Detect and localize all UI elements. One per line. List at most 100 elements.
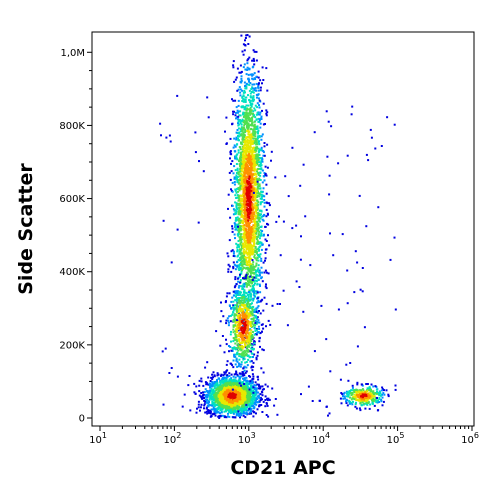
event-dot	[242, 284, 245, 287]
event-dot	[237, 258, 240, 261]
event-dot	[247, 391, 250, 394]
event-dot	[245, 185, 248, 188]
event-dot	[256, 196, 259, 198]
event-dot	[213, 387, 216, 390]
event-dot	[255, 143, 258, 146]
event-dot	[232, 208, 235, 211]
event-dot	[235, 138, 238, 141]
event-dot	[235, 386, 238, 388]
event-dot	[252, 415, 255, 418]
event-dot	[249, 184, 252, 187]
event-dot	[254, 271, 257, 274]
event-dot	[264, 238, 267, 241]
event-dot	[198, 390, 201, 393]
event-dot	[247, 104, 250, 107]
event-dot	[244, 218, 247, 220]
event-dot	[216, 374, 219, 377]
event-dot	[234, 376, 237, 379]
event-dot	[242, 147, 245, 150]
event-dot	[235, 203, 238, 206]
event-dot	[246, 59, 249, 62]
event-dot	[237, 375, 240, 378]
event-dot	[256, 383, 259, 386]
event-dot	[246, 385, 249, 388]
event-dot	[263, 205, 266, 208]
event-dot	[245, 376, 248, 379]
event-dot	[238, 206, 241, 209]
event-dot	[256, 143, 259, 146]
event-dot	[263, 201, 266, 204]
event-dot	[236, 408, 239, 411]
event-dot	[223, 373, 226, 376]
event-dot	[241, 392, 243, 394]
event-dot	[212, 398, 215, 401]
event-dot	[262, 187, 265, 190]
event-dot	[227, 407, 230, 410]
event-dot	[253, 142, 255, 145]
event-dot	[250, 191, 253, 194]
event-dot	[256, 391, 259, 394]
event-dot	[238, 222, 241, 224]
event-dot	[216, 383, 219, 385]
event-dot	[246, 190, 249, 193]
event-dot	[251, 216, 253, 219]
event-dot	[252, 235, 255, 238]
event-dot	[256, 317, 259, 320]
event-dot	[244, 398, 247, 401]
event-dot	[243, 262, 246, 265]
event-dot	[260, 193, 263, 196]
event-dot	[259, 203, 262, 206]
event-dot	[226, 415, 229, 418]
event-dot	[270, 159, 272, 162]
event-dot	[251, 230, 254, 233]
event-dot	[250, 180, 253, 183]
event-dot	[252, 168, 255, 171]
event-dot	[236, 413, 239, 416]
event-dot	[248, 259, 251, 262]
event-dot	[244, 277, 247, 280]
event-dot	[243, 307, 246, 309]
event-dot	[226, 292, 229, 295]
event-dot	[254, 137, 257, 140]
event-dot	[219, 379, 222, 382]
event-dot	[227, 207, 229, 210]
event-dot	[232, 378, 235, 381]
event-dot	[259, 179, 262, 181]
event-dot	[232, 395, 234, 398]
event-dot	[241, 371, 244, 374]
event-dot	[266, 398, 269, 400]
event-dot	[233, 233, 236, 236]
event-dot	[248, 289, 251, 292]
event-dot	[247, 409, 250, 412]
event-dot	[249, 73, 252, 76]
event-dot	[237, 405, 240, 408]
event-dot	[244, 87, 247, 90]
event-dot	[235, 163, 238, 165]
event-dot	[254, 135, 257, 138]
event-dot	[259, 197, 262, 200]
event-dot	[199, 406, 202, 409]
event-dot	[246, 271, 249, 274]
event-dot	[244, 291, 247, 294]
event-dot	[248, 155, 251, 158]
event-dot	[261, 280, 264, 283]
event-dot	[248, 388, 251, 391]
event-dot	[229, 378, 232, 381]
event-dot	[203, 391, 206, 393]
event-dot	[238, 393, 241, 395]
event-dot	[251, 380, 253, 383]
event-dot	[223, 386, 226, 389]
event-dot	[243, 171, 246, 174]
event-dot	[249, 203, 252, 206]
event-dot	[237, 88, 240, 91]
event-dot	[238, 119, 241, 122]
event-dot	[204, 388, 207, 391]
event-dot	[220, 393, 223, 396]
event-dot	[243, 218, 246, 221]
event-dot	[244, 227, 247, 230]
event-dot	[234, 391, 237, 394]
event-dot	[213, 410, 216, 413]
event-dot	[247, 276, 250, 278]
event-dot	[253, 98, 255, 101]
event-dot	[240, 34, 243, 37]
